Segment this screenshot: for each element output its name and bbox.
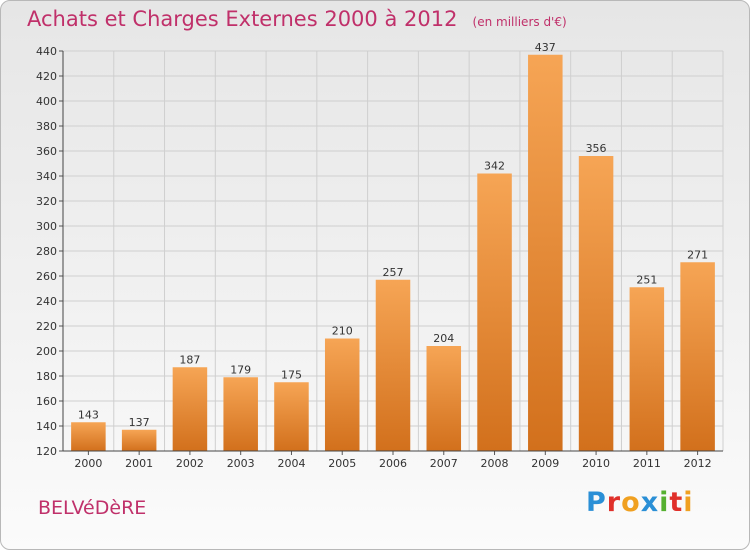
x-tick-label: 2003 — [227, 457, 255, 470]
bar-value-label: 204 — [433, 332, 454, 345]
y-tick-label: 220 — [36, 320, 57, 333]
y-tick-label: 140 — [36, 420, 57, 433]
bar-2004 — [274, 382, 309, 451]
x-tick-label: 2002 — [176, 457, 204, 470]
brand-letter: P — [586, 487, 607, 518]
brand-letter: t — [669, 487, 684, 518]
bar-value-label: 179 — [230, 363, 251, 376]
bar-value-label: 143 — [78, 408, 99, 421]
x-tick-label: 2011 — [633, 457, 661, 470]
y-tick-label: 280 — [36, 245, 57, 258]
brand-letter: i — [659, 487, 670, 518]
brand-logo: Proxiti — [586, 487, 694, 518]
bar-2002 — [172, 367, 208, 451]
brand-letter: i — [683, 487, 694, 518]
brand-letter: o — [621, 487, 641, 518]
bar-value-label: 187 — [179, 353, 200, 366]
x-tick-label: 2000 — [74, 457, 102, 470]
y-tick-label: 120 — [36, 445, 57, 458]
y-tick-label: 240 — [36, 295, 57, 308]
axes: 120 140 160 180 200 220 240 260 280 300 320 340 360 3… — [36, 45, 723, 470]
x-tick-label: 2008 — [481, 457, 509, 470]
bar-value-label: 257 — [383, 266, 404, 279]
y-tick-label: 400 — [36, 95, 57, 108]
y-tick-label: 200 — [36, 345, 57, 358]
bar-2009 — [528, 54, 563, 451]
bars: 143 137 187 179 175 210 257 204 342 437 356 251 271 — [71, 41, 715, 451]
y-tick-label: 320 — [36, 195, 57, 208]
bar-2008 — [477, 173, 512, 451]
y-tick-label: 340 — [36, 170, 57, 183]
bar-2010 — [578, 156, 614, 451]
x-tick-label: 2012 — [684, 457, 712, 470]
bar-value-label: 356 — [586, 142, 607, 155]
y-tick-label: 360 — [36, 145, 57, 158]
title-row: Achats et Charges Externes 2000 à 2012 (… — [27, 7, 567, 31]
bar-2007 — [426, 346, 462, 451]
y-tick-label: 380 — [36, 120, 57, 133]
chart-subtitle: (en milliers d'€) — [472, 15, 567, 29]
bar-2005 — [324, 338, 360, 451]
x-tick-label: 2006 — [379, 457, 407, 470]
brand-letter: r — [606, 487, 622, 518]
y-tick-label: 300 — [36, 220, 57, 233]
x-tick-label: 2010 — [582, 457, 610, 470]
y-tick-label: 160 — [36, 395, 57, 408]
x-tick-label: 2004 — [277, 457, 305, 470]
y-tick-label: 260 — [36, 270, 57, 283]
x-tick-label: 2005 — [328, 457, 356, 470]
bar-value-label: 137 — [129, 416, 150, 429]
bar-value-label: 251 — [636, 273, 657, 286]
bar-2000 — [71, 422, 106, 451]
bar-2001 — [121, 429, 157, 451]
y-tick-label: 440 — [36, 45, 57, 58]
x-tick-label: 2009 — [531, 457, 559, 470]
bar-value-label: 271 — [687, 248, 708, 261]
bar-2006 — [375, 279, 411, 451]
bar-2012 — [680, 262, 715, 451]
brand-letter: x — [640, 487, 660, 518]
commune-name: BELVéDèRE — [38, 497, 147, 519]
bar-2003 — [223, 377, 258, 451]
bar-value-label: 175 — [281, 368, 302, 381]
bar-value-label: 210 — [332, 325, 353, 338]
y-tick-label: 180 — [36, 370, 57, 383]
y-tick-label: 420 — [36, 70, 57, 83]
chart-title: Achats et Charges Externes 2000 à 2012 — [27, 7, 458, 31]
bar-2011 — [629, 287, 665, 451]
x-tick-label: 2001 — [125, 457, 153, 470]
bar-value-label: 342 — [484, 160, 505, 173]
bar-value-label: 437 — [535, 41, 556, 54]
x-tick-label: 2007 — [430, 457, 458, 470]
